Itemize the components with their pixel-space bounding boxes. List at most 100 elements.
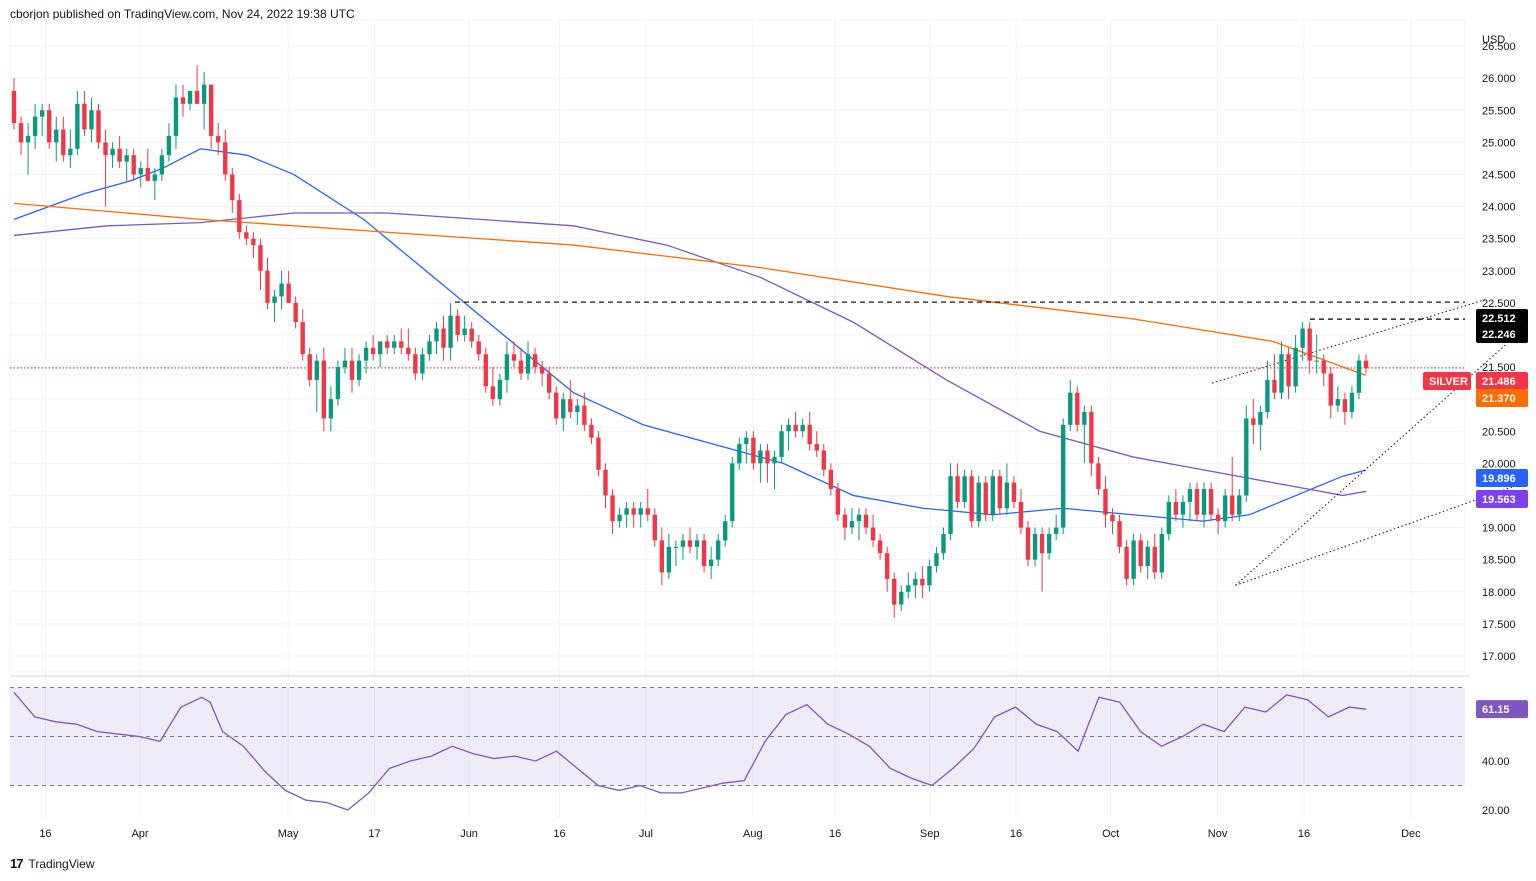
candle[interactable] — [321, 347, 327, 432]
candle[interactable] — [687, 527, 693, 554]
candle[interactable] — [370, 334, 376, 361]
candle[interactable] — [54, 116, 59, 162]
candle[interactable] — [694, 533, 700, 560]
candle[interactable] — [349, 347, 355, 393]
candle[interactable] — [723, 514, 728, 547]
candle[interactable] — [18, 116, 24, 156]
candle[interactable] — [497, 373, 503, 406]
candle[interactable] — [751, 431, 756, 470]
candle[interactable] — [624, 501, 629, 528]
candle[interactable] — [870, 514, 876, 547]
candle[interactable] — [561, 392, 566, 432]
candle[interactable] — [237, 193, 242, 239]
candle[interactable] — [1342, 392, 1348, 425]
candle[interactable] — [223, 129, 228, 181]
candle[interactable] — [25, 123, 31, 175]
candle[interactable] — [518, 347, 524, 380]
candle[interactable] — [1286, 347, 1291, 400]
candle[interactable] — [920, 566, 925, 599]
candle[interactable] — [997, 469, 1003, 515]
candle[interactable] — [913, 572, 918, 599]
candle[interactable] — [392, 334, 397, 355]
candle[interactable] — [532, 347, 538, 374]
candle[interactable] — [1138, 533, 1143, 573]
candle[interactable] — [152, 168, 158, 201]
candle[interactable] — [821, 444, 826, 477]
rsi-pane[interactable] — [10, 687, 1465, 811]
candle[interactable] — [1117, 514, 1122, 554]
candle[interactable] — [1152, 533, 1157, 579]
candle[interactable] — [1173, 489, 1179, 522]
candle[interactable] — [511, 341, 517, 368]
candle[interactable] — [476, 334, 481, 361]
candle[interactable] — [385, 334, 390, 355]
candle[interactable] — [941, 527, 946, 560]
candle[interactable] — [1131, 533, 1136, 586]
candle[interactable] — [976, 476, 981, 528]
candle[interactable] — [1244, 405, 1249, 502]
candlesticks[interactable] — [11, 65, 1369, 618]
candle[interactable] — [1011, 476, 1017, 509]
candle[interactable] — [1159, 527, 1164, 579]
candle[interactable] — [800, 418, 805, 438]
candle[interactable] — [1145, 540, 1150, 579]
candle[interactable] — [1279, 341, 1284, 400]
candle[interactable] — [1272, 354, 1277, 400]
candle[interactable] — [892, 572, 897, 618]
candle[interactable] — [159, 148, 165, 181]
time-axis[interactable]: 16 Apr May 17 Jun 16 Jul Aug 16 Sep 16 Oct Nov 16 Dec — [39, 828, 1421, 840]
candle[interactable] — [856, 508, 862, 541]
candle[interactable] — [504, 341, 510, 393]
candle[interactable] — [962, 469, 967, 509]
candle[interactable] — [1018, 489, 1024, 534]
candle[interactable] — [1103, 476, 1108, 528]
candle[interactable] — [1082, 405, 1087, 464]
candle[interactable] — [1053, 514, 1059, 541]
candle[interactable] — [328, 386, 334, 432]
candle[interactable] — [1265, 360, 1270, 419]
candle[interactable] — [145, 148, 150, 181]
candle[interactable] — [208, 84, 214, 149]
candle[interactable] — [1300, 322, 1305, 361]
candle[interactable] — [1356, 354, 1362, 400]
candle[interactable] — [793, 411, 798, 438]
candle[interactable] — [638, 501, 643, 528]
candle[interactable] — [568, 379, 573, 419]
candle[interactable] — [420, 347, 425, 380]
candle[interactable] — [1251, 399, 1256, 445]
candle[interactable] — [1110, 508, 1115, 534]
candle[interactable] — [448, 302, 453, 361]
candle[interactable] — [546, 367, 552, 400]
candle[interactable] — [251, 232, 256, 258]
candle[interactable] — [582, 392, 587, 432]
candle[interactable] — [300, 309, 305, 361]
candle[interactable] — [645, 489, 650, 522]
candle[interactable] — [138, 161, 143, 188]
candle[interactable] — [554, 386, 559, 425]
candle[interactable] — [1237, 489, 1242, 522]
candle[interactable] — [603, 463, 608, 509]
candle[interactable] — [730, 456, 735, 528]
candle[interactable] — [934, 546, 939, 573]
candle[interactable] — [666, 533, 672, 579]
candle[interactable] — [230, 168, 235, 213]
candle[interactable] — [32, 103, 38, 149]
footer-brand[interactable]: 17 TradingView — [10, 856, 95, 871]
candle[interactable] — [279, 270, 284, 310]
candle[interactable] — [11, 78, 17, 130]
candle[interactable] — [187, 90, 193, 111]
candle[interactable] — [758, 444, 763, 483]
candle[interactable] — [1039, 527, 1045, 592]
candle[interactable] — [1321, 354, 1326, 387]
candle[interactable] — [1096, 456, 1101, 496]
candle[interactable] — [1258, 405, 1263, 451]
candle[interactable] — [906, 572, 911, 599]
candle[interactable] — [47, 103, 52, 149]
candle[interactable] — [1004, 463, 1010, 515]
candle[interactable] — [673, 540, 679, 567]
candle[interactable] — [948, 463, 953, 541]
candle[interactable] — [786, 418, 791, 451]
candle[interactable] — [990, 469, 995, 522]
candle[interactable] — [744, 431, 749, 464]
trendlines[interactable] — [1212, 298, 1525, 586]
